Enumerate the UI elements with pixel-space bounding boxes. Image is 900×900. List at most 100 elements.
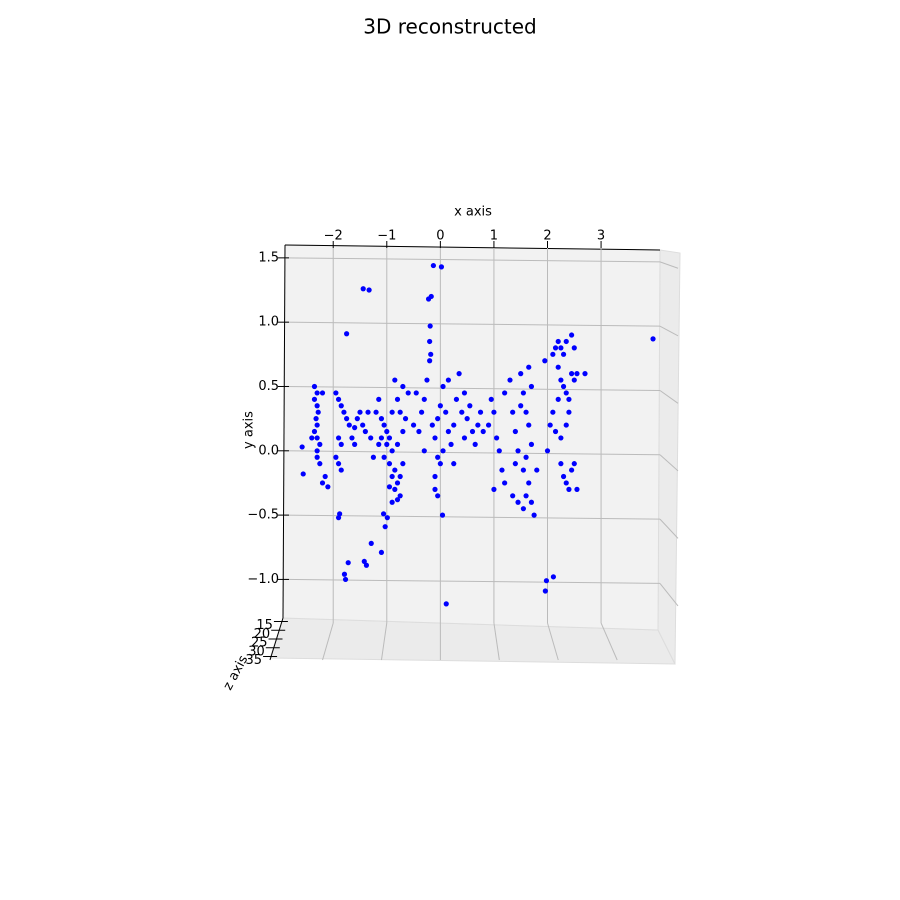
point (440, 383, 446, 390)
point (314, 390, 320, 396)
point (528, 441, 535, 447)
point (365, 409, 371, 415)
point (337, 511, 343, 517)
point (346, 422, 352, 428)
grid-line (284, 257, 661, 263)
grid-line (284, 450, 661, 456)
point (389, 499, 395, 505)
point (502, 480, 508, 486)
point (582, 371, 588, 377)
point (440, 448, 446, 454)
point (362, 428, 368, 435)
point (507, 377, 513, 383)
point (381, 422, 387, 428)
grid-line (659, 261, 679, 269)
point (560, 473, 567, 480)
point (494, 435, 500, 441)
chart-title: 3D reconstructed (363, 15, 536, 39)
point (345, 560, 351, 566)
point (523, 409, 529, 415)
point (333, 454, 339, 460)
point (569, 332, 575, 338)
point (496, 448, 502, 454)
point (563, 480, 569, 486)
point (491, 409, 497, 415)
point (456, 371, 462, 377)
point (366, 287, 372, 293)
y-tick-label: −1.0 (247, 572, 279, 587)
y-axis-label: y axis (242, 411, 257, 449)
point (451, 422, 457, 428)
point (542, 588, 548, 594)
point (397, 473, 403, 480)
grid-line (547, 622, 559, 661)
point (402, 416, 409, 422)
point (425, 296, 432, 302)
point (563, 422, 569, 428)
point (400, 461, 406, 467)
point (338, 403, 344, 409)
grid-line (380, 622, 388, 661)
point (360, 286, 366, 292)
point (552, 345, 559, 351)
point (439, 512, 446, 518)
point (370, 454, 376, 460)
point (376, 396, 382, 402)
point (427, 338, 433, 345)
point (488, 396, 494, 402)
point (392, 467, 398, 473)
point (419, 409, 425, 415)
point (443, 409, 449, 415)
point (416, 428, 422, 435)
point (558, 377, 564, 383)
point (558, 461, 564, 467)
point (392, 486, 398, 492)
grid-line (600, 622, 618, 661)
x-axis-label: x axis (454, 205, 492, 220)
point (352, 425, 358, 431)
point (528, 383, 535, 390)
z-tick-label: 35 (246, 653, 263, 668)
point (400, 428, 406, 435)
point (435, 416, 441, 422)
point (410, 422, 417, 428)
point (313, 416, 319, 422)
grid-line (659, 390, 679, 404)
point (361, 558, 367, 565)
point (528, 499, 535, 505)
point (569, 371, 575, 377)
point (315, 409, 321, 415)
x-tick-label: 0 (436, 229, 444, 244)
point (413, 390, 419, 396)
point (480, 428, 486, 435)
point (544, 448, 551, 454)
point (373, 409, 379, 415)
point (445, 428, 451, 435)
point (363, 562, 370, 568)
point (428, 351, 434, 357)
side-pane (657, 249, 681, 665)
point (512, 461, 518, 467)
point (531, 512, 537, 518)
point (560, 351, 567, 357)
point (469, 428, 476, 435)
point (574, 486, 580, 492)
point (477, 409, 484, 415)
y-tick-label: 1.5 (258, 250, 279, 265)
point (432, 435, 438, 441)
point (378, 416, 385, 422)
point (520, 467, 526, 473)
point (453, 396, 460, 402)
point (427, 358, 433, 364)
point (515, 499, 521, 505)
point (571, 345, 577, 351)
x-axis-line (284, 244, 661, 251)
point (378, 435, 385, 441)
point (459, 409, 465, 415)
point (523, 493, 529, 499)
point (518, 371, 524, 377)
point (566, 396, 572, 402)
point (461, 390, 468, 396)
point (438, 264, 445, 270)
